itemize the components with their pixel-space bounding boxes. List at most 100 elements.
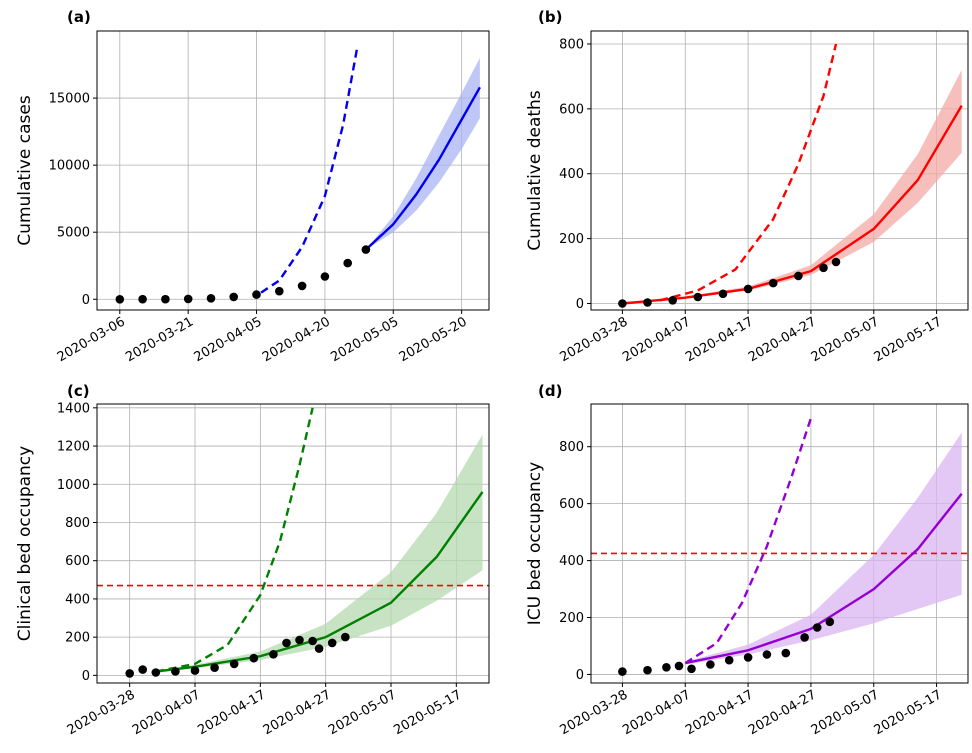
observed-point xyxy=(724,655,734,665)
observed-point xyxy=(768,278,778,288)
fit-solid-line xyxy=(365,86,481,251)
observed-point xyxy=(762,650,772,659)
observed-point xyxy=(743,284,753,294)
x-tick-label: 2020-04-07 xyxy=(130,687,203,738)
observed-point xyxy=(252,290,261,299)
panel-a: 2020-03-062020-03-212020-04-052020-04-20… xyxy=(15,8,490,365)
y-tick-label: 5000 xyxy=(57,226,90,241)
observed-point xyxy=(320,272,330,281)
panel-label: (b) xyxy=(538,8,562,26)
y-tick-label: 600 xyxy=(65,554,90,569)
y-tick-label: 0 xyxy=(576,297,584,312)
observed-point xyxy=(341,632,350,642)
x-tick-label: 2020-03-28 xyxy=(65,687,138,738)
panel-d: 2020-03-282020-04-072020-04-172020-04-27… xyxy=(525,382,969,738)
y-tick-label: 1000 xyxy=(57,478,90,493)
confidence-band xyxy=(685,432,962,665)
panel-label: (c) xyxy=(67,382,90,400)
observed-point xyxy=(295,635,304,645)
observed-point xyxy=(161,294,170,304)
confidence-band xyxy=(155,434,483,672)
y-tick-label: 200 xyxy=(559,232,584,247)
y-tick-label: 0 xyxy=(82,293,90,308)
y-tick-label: 400 xyxy=(559,167,584,182)
y-axis-label: Cumulative deaths xyxy=(525,90,545,251)
y-tick-label: 0 xyxy=(576,668,584,683)
axes-frame xyxy=(96,403,490,684)
observed-point xyxy=(343,258,353,268)
x-tick-label: 2020-03-06 xyxy=(55,314,128,365)
panel-b: 2020-03-282020-04-072020-04-172020-04-27… xyxy=(525,8,969,365)
y-axis-label: Clinical bed occupancy xyxy=(15,446,35,641)
x-tick-label: 2020-04-07 xyxy=(620,314,693,365)
observed-point xyxy=(229,292,238,302)
observed-point xyxy=(643,665,652,675)
observed-point xyxy=(687,664,696,674)
plot-area xyxy=(618,43,963,308)
counterfactual-dashed-line xyxy=(684,417,813,665)
x-tick-label: 2020-05-05 xyxy=(328,314,401,365)
observed-point xyxy=(183,294,193,304)
observed-point xyxy=(662,663,671,672)
y-tick-label: 600 xyxy=(559,102,584,117)
observed-point xyxy=(618,667,627,676)
x-tick-label: 2020-04-17 xyxy=(683,314,756,365)
observed-point xyxy=(138,665,147,674)
observed-point xyxy=(275,286,284,296)
observed-point xyxy=(314,644,324,653)
x-tick-label: 2020-05-17 xyxy=(872,687,945,738)
counterfactual-dashed-line xyxy=(155,407,314,673)
observed-point xyxy=(210,663,219,672)
x-tick-label: 2020-04-17 xyxy=(683,687,756,738)
observed-point xyxy=(819,263,828,273)
observed-point xyxy=(718,289,728,299)
axes-frame xyxy=(590,30,969,311)
observed-point xyxy=(308,636,317,646)
observed-point xyxy=(125,669,134,678)
axes-frame xyxy=(590,403,969,684)
observed-point xyxy=(831,257,841,267)
x-tick-label: 2020-04-07 xyxy=(620,687,693,738)
plot-area xyxy=(591,417,968,676)
y-tick-label: 200 xyxy=(559,611,584,626)
observed-point xyxy=(229,659,239,669)
observed-point xyxy=(825,617,835,627)
panel-c: 2020-03-282020-04-072020-04-172020-04-27… xyxy=(15,382,490,738)
y-tick-label: 400 xyxy=(559,554,584,569)
observed-point xyxy=(361,245,371,254)
x-tick-label: 2020-05-17 xyxy=(391,687,464,738)
plot-area xyxy=(97,407,489,678)
observed-point xyxy=(812,623,822,632)
x-tick-label: 2020-04-05 xyxy=(192,314,265,365)
observed-point xyxy=(674,661,684,671)
fit-solid-line xyxy=(622,104,963,305)
panel-label: (d) xyxy=(538,382,562,400)
confidence-band xyxy=(685,69,962,299)
observed-point xyxy=(269,650,278,659)
x-tick-label: 2020-04-27 xyxy=(261,687,334,738)
observed-point xyxy=(706,660,715,669)
x-tick-label: 2020-03-21 xyxy=(123,314,196,365)
y-tick-label: 200 xyxy=(65,631,90,646)
y-tick-label: 800 xyxy=(559,440,584,455)
observed-point xyxy=(249,653,259,663)
x-tick-label: 2020-04-27 xyxy=(746,687,819,738)
observed-point xyxy=(151,668,161,677)
y-tick-label: 400 xyxy=(65,592,90,607)
observed-point xyxy=(327,638,337,648)
y-tick-label: 0 xyxy=(82,669,90,684)
plot-area xyxy=(115,49,481,304)
x-tick-label: 2020-03-28 xyxy=(557,687,630,738)
observed-point xyxy=(171,667,180,676)
observed-point xyxy=(781,648,791,658)
counterfactual-dashed-line xyxy=(659,43,838,302)
observed-point xyxy=(743,653,753,662)
x-tick-label: 2020-03-28 xyxy=(557,314,630,365)
observed-point xyxy=(282,638,291,648)
x-tick-label: 2020-05-20 xyxy=(397,314,470,365)
confidence-band xyxy=(365,57,480,250)
y-tick-label: 10000 xyxy=(49,159,90,174)
observed-point xyxy=(643,298,652,307)
x-tick-label: 2020-05-07 xyxy=(809,687,882,738)
